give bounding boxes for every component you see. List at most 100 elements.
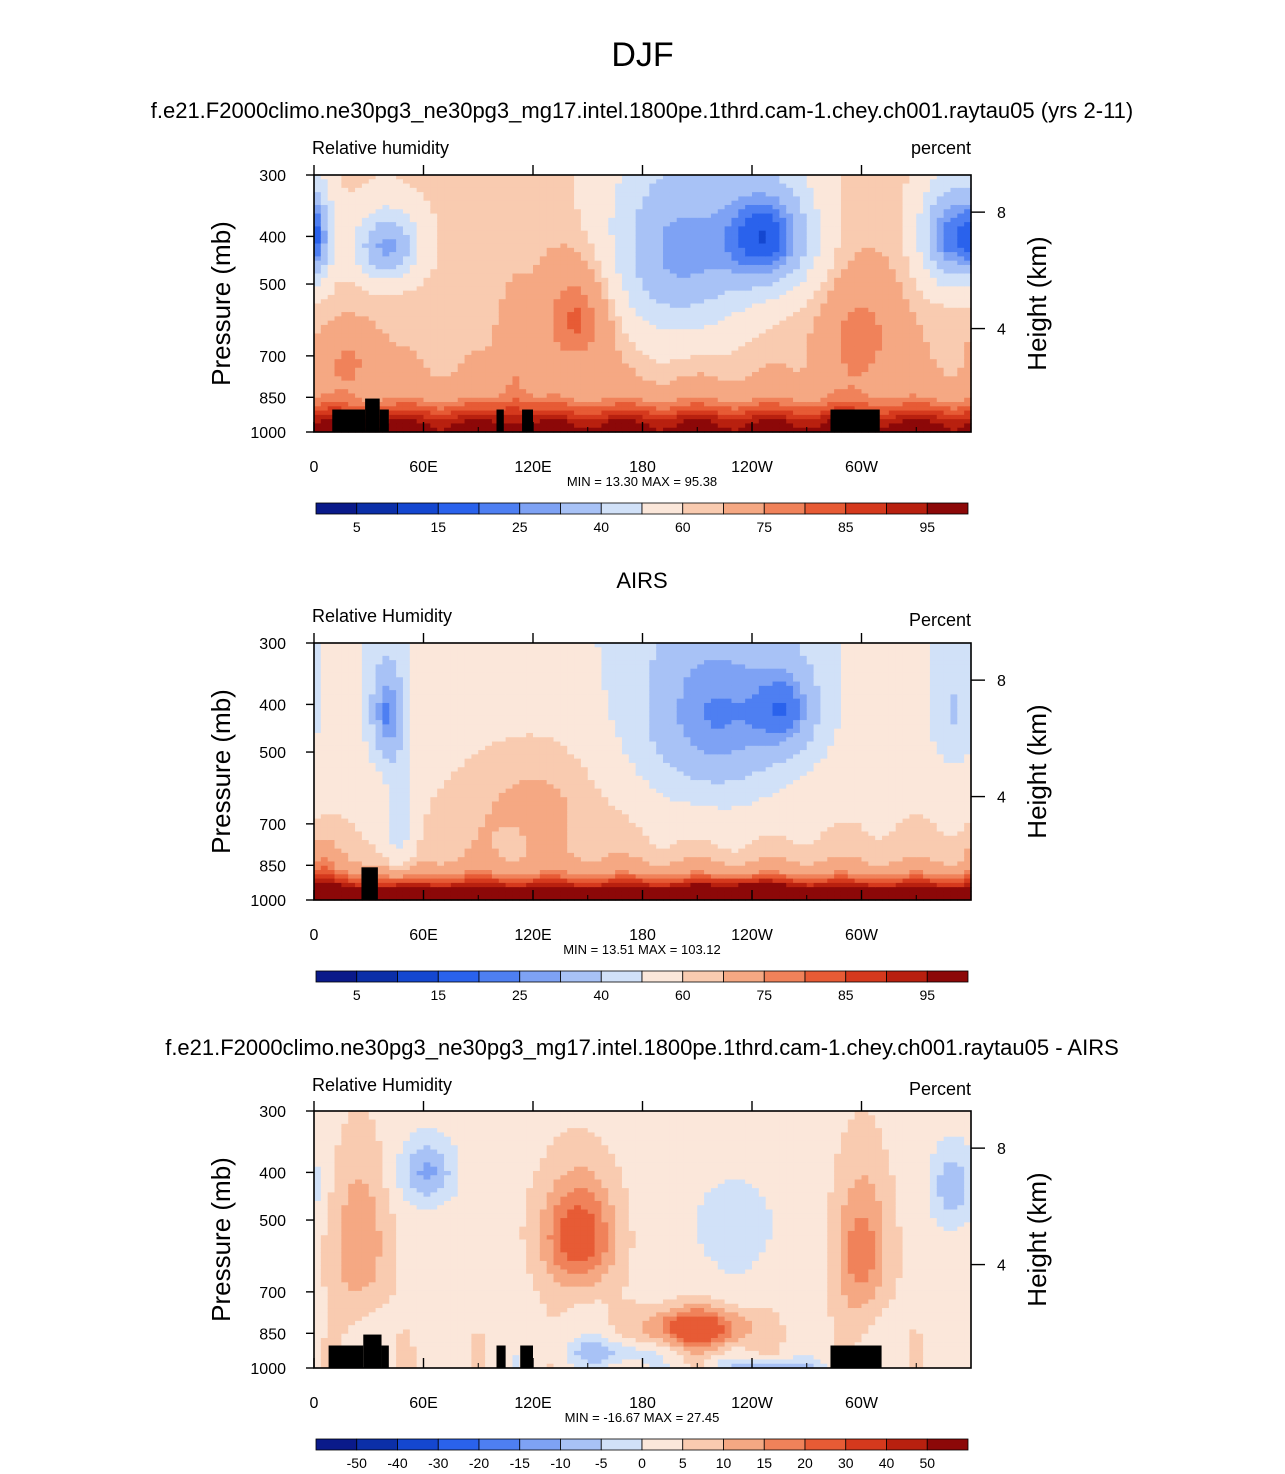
heatmap-cell [615,192,623,198]
heatmap-cell [621,423,630,429]
heatmap-cell [505,397,514,403]
heatmap-cell [553,260,561,266]
heatmap-cell [758,316,767,322]
heatmap-cell [854,256,863,262]
heatmap-cell [471,230,479,236]
heatmap-cell [717,393,726,399]
heatmap-cell [710,342,719,347]
heatmap-cell [676,307,685,313]
heatmap-cell [416,269,425,275]
heatmap-cell [580,389,589,395]
heatmap-cell [375,329,384,335]
heatmap-cell [847,342,856,347]
heatmap-cell [875,342,883,347]
heatmap-cell [861,230,869,236]
heatmap-cell [669,406,678,412]
heatmap-cell [389,312,397,317]
heatmap-cell [793,269,801,275]
heatmap-cell [334,192,342,198]
heatmap-cell [368,247,377,253]
heatmap-cell [491,363,500,369]
heatmap-cell [731,419,739,425]
heatmap-cell [635,324,644,330]
heatmap-cell [396,419,404,425]
heatmap-cell [546,346,555,352]
heatmap-cell [382,359,390,365]
heatmap-cell [635,196,644,202]
heatmap-cell [505,329,514,335]
heatmap-cell [656,264,664,270]
heatmap-cell [546,354,555,360]
heatmap-cell [758,410,767,416]
heatmap-cell [731,187,739,193]
heatmap-cell [710,324,719,330]
heatmap-cell [820,260,828,266]
heatmap-cell [396,384,404,390]
heatmap-cell [779,320,787,326]
heatmap-cell [519,204,527,210]
heatmap-cell [587,200,596,206]
heatmap-cell [464,316,472,322]
heatmap-cell [485,273,493,279]
heatmap-cell [416,342,425,347]
heatmap-cell [779,342,787,347]
heatmap-cell [690,342,698,347]
heatmap-cell [512,260,520,266]
heatmap-cell [765,204,774,210]
heatmap-cell [389,196,397,202]
heatmap-cell [772,196,780,202]
heatmap-cell [533,406,541,412]
heatmap-cell [697,376,705,382]
heatmap-cell [793,333,801,339]
heatmap-cell [498,273,507,279]
heatmap-cell [368,380,377,386]
heatmap-cell [724,192,733,198]
heatmap-cell [690,389,698,395]
heatmap-cell [491,419,500,425]
heatmap-cell [389,367,397,373]
heatmap-cell [710,320,719,326]
heatmap-cell [731,299,739,305]
heatmap-cell [717,282,726,287]
heatmap-cell [471,192,479,198]
heatmap-cell [827,192,835,198]
heatmap-cell [608,175,616,180]
heatmap-cell [498,367,507,373]
heatmap-cell [560,187,568,193]
heatmap-cell [361,273,370,279]
heatmap-cell [553,277,561,283]
heatmap-cell [444,299,452,305]
heatmap-cell [526,320,534,326]
heatmap-cell [861,380,869,386]
heatmap-cell [663,367,671,373]
heatmap-cell [539,294,548,300]
heatmap-cell [553,320,561,326]
heatmap-cell [341,346,349,352]
heatmap-cell [416,303,425,309]
heatmap-cell [320,226,329,232]
heatmap-cell [854,226,863,232]
heatmap-cell [491,303,500,309]
heatmap-cell [697,217,705,223]
heatmap-cell [320,312,329,317]
heatmap-cell [546,376,555,382]
heatmap-cell [793,342,801,347]
heatmap-cell [772,213,780,219]
heatmap-cell [382,346,390,352]
heatmap-cell [621,175,630,180]
heatmap-cell [464,222,472,227]
heatmap-cell [724,410,733,416]
heatmap-cell [663,200,671,206]
heatmap-cell [649,196,657,202]
heatmap-cell [656,204,664,210]
heatmap-cell [642,192,650,198]
heatmap-cell [806,243,815,249]
heatmap-cell [423,329,431,335]
heatmap-cell [690,226,698,232]
heatmap-cell [580,427,589,433]
heatmap-cell [669,247,678,253]
heatmap-cell [402,419,411,425]
heatmap-cell [635,350,644,356]
heatmap-cell [724,277,733,283]
heatmap-cell [663,406,671,412]
